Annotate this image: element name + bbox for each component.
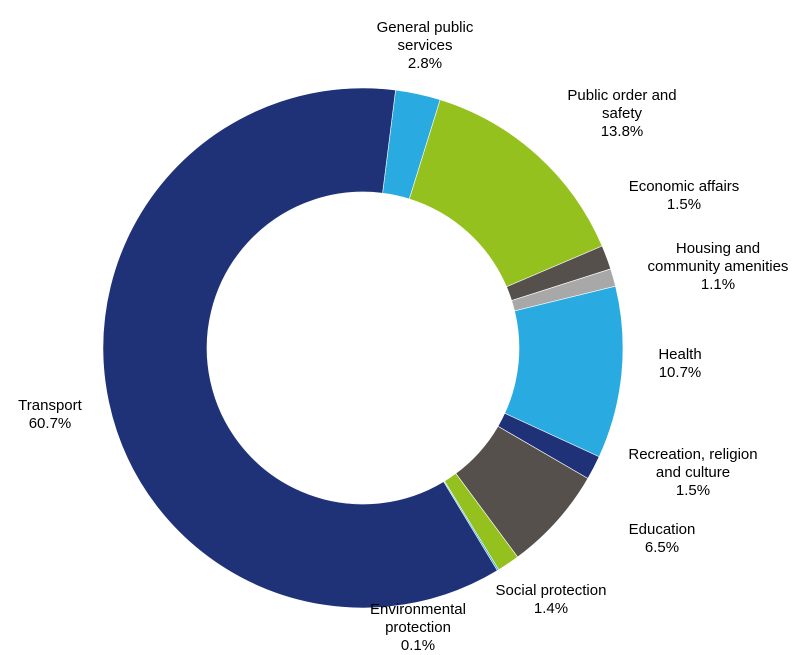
slice-value-label: 13.8%: [601, 123, 644, 140]
slice-label-general-public-services: General public services 2.8%: [377, 19, 474, 72]
slice-value-label: 0.1%: [401, 637, 435, 654]
slice-category-label: Public order and: [567, 87, 676, 104]
donut-slices: [102, 87, 624, 609]
slice-label-transport: Transport 60.7%: [18, 397, 82, 432]
slice-transport: [102, 87, 498, 609]
slice-category-label: Economic affairs: [629, 178, 740, 195]
slice-value-label: 10.7%: [659, 364, 702, 381]
slice-label-economic-affairs: Economic affairs 1.5%: [629, 178, 740, 213]
slice-category-label: Transport: [18, 397, 82, 414]
slice-category-label: Housing and: [676, 240, 760, 257]
slice-category-label: services: [397, 37, 452, 54]
slice-label-housing-and-community-amenities: Housing and community amenities 1.1%: [648, 240, 789, 293]
slice-category-label: protection: [385, 619, 451, 636]
slice-label-education: Education 6.5%: [629, 521, 696, 556]
slice-value-label: 1.5%: [667, 196, 701, 213]
slice-category-label: Social protection: [496, 582, 607, 599]
slice-label-health: Health 10.7%: [658, 346, 701, 381]
slice-category-label: community amenities: [648, 258, 789, 275]
slice-category-label: General public: [377, 19, 474, 36]
slice-label-public-order-and-safety: Public order and safety 13.8%: [567, 87, 676, 140]
slice-value-label: 1.4%: [534, 600, 568, 617]
slice-category-label: safety: [602, 105, 643, 122]
slice-label-recreation-religion-and-culture: Recreation, religion and culture 1.5%: [628, 446, 757, 499]
slice-category-label: Environmental: [370, 601, 466, 618]
slice-value-label: 60.7%: [29, 415, 72, 432]
slice-category-label: Recreation, religion: [628, 446, 757, 463]
slice-category-label: Health: [658, 346, 701, 363]
slice-value-label: 1.1%: [701, 276, 735, 293]
slice-value-label: 6.5%: [645, 539, 679, 556]
slice-label-environmental-protection: Environmental protection 0.1%: [370, 601, 466, 654]
slice-value-label: 2.8%: [408, 55, 442, 72]
slice-category-label: and culture: [656, 464, 730, 481]
slice-value-label: 1.5%: [676, 482, 710, 499]
slice-label-social-protection: Social protection 1.4%: [496, 582, 607, 617]
slice-category-label: Education: [629, 521, 696, 538]
slice-labels: General public services 2.8% Public order a…: [18, 19, 788, 654]
